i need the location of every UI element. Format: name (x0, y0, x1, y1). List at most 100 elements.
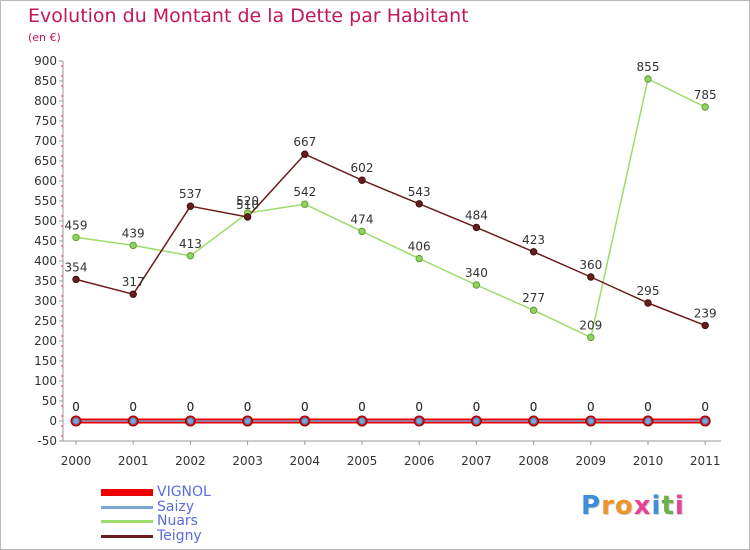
data-point-teigny (415, 200, 423, 208)
data-label-teigny: 360 (579, 258, 602, 272)
series-line-teigny (75, 153, 706, 327)
data-label-saizy: 0 (129, 400, 137, 414)
data-label-teigny: 602 (351, 161, 374, 175)
data-label-teigny: 543 (408, 185, 431, 199)
data-label-nuars: 520 (236, 194, 259, 208)
data-label-saizy: 0 (72, 400, 80, 414)
data-point-nuars (701, 103, 709, 111)
data-label-saizy: 0 (473, 400, 481, 414)
data-point-nuars (358, 227, 366, 236)
legend-item: Saizy (101, 498, 194, 515)
y-tick-label: 900 (34, 54, 57, 68)
series-line-nuars (75, 78, 706, 339)
data-label-saizy: 0 (587, 400, 595, 414)
data-point-teigny (701, 321, 709, 330)
legend-swatch (101, 534, 153, 538)
y-tick-label: -50 (37, 434, 57, 448)
proxiti-logo: Proxiti (581, 491, 685, 521)
data-label-vignol: 0 (415, 400, 423, 414)
logo-letter: o (614, 491, 634, 521)
data-point-teigny (358, 176, 366, 184)
data-label-teigny: 423 (522, 233, 545, 247)
data-point-saizy (644, 417, 652, 425)
data-label-nuars: 785 (694, 88, 717, 102)
y-tick-label: 500 (34, 214, 57, 228)
y-tick-label: 200 (34, 334, 57, 348)
data-label-nuars: 277 (522, 291, 545, 305)
data-point-nuars (415, 254, 423, 263)
data-label-vignol: 0 (358, 400, 366, 414)
x-tick-label: 2001 (118, 454, 149, 468)
data-point-nuars (587, 333, 595, 342)
legend-label: Teigny (157, 527, 202, 544)
legend-item: Teigny (101, 527, 202, 544)
y-tick-label: 700 (34, 134, 57, 148)
data-point-teigny (644, 299, 652, 307)
data-point-saizy (415, 417, 423, 425)
data-point-nuars (72, 233, 80, 242)
data-point-nuars (529, 306, 538, 314)
data-point-saizy (529, 417, 538, 425)
y-tick-label: 100 (34, 374, 57, 388)
data-label-teigny: 317 (122, 275, 145, 289)
data-point-saizy (358, 417, 366, 425)
legend-label: VIGNOL (157, 484, 211, 500)
data-label-nuars: 474 (351, 212, 374, 226)
data-label-vignol: 0 (72, 400, 80, 414)
data-label-teigny: 667 (293, 135, 316, 149)
data-label-saizy: 0 (244, 400, 252, 414)
logo-letter: i (674, 491, 685, 521)
legend-label: Saizy (157, 498, 194, 515)
logo-letter: x (633, 491, 652, 521)
y-tick-label: 750 (34, 114, 57, 128)
data-label-vignol: 0 (301, 400, 309, 414)
x-tick-label: 2006 (404, 454, 435, 468)
data-point-saizy (243, 417, 252, 425)
logo-letter: P (581, 491, 602, 521)
data-label-saizy: 0 (301, 400, 309, 414)
data-label-vignol: 0 (187, 400, 195, 414)
legend-item: Nuars (101, 514, 198, 529)
data-label-nuars: 459 (65, 218, 88, 232)
data-label-teigny: 354 (65, 260, 88, 274)
y-tick-label: 650 (34, 154, 57, 168)
x-tick-label: 2002 (175, 454, 206, 468)
y-tick-label: 150 (34, 354, 57, 368)
y-tick-label: 250 (34, 314, 57, 328)
y-tick-label: 850 (34, 74, 57, 88)
data-point-teigny (72, 275, 80, 284)
data-label-nuars: 209 (579, 318, 602, 332)
y-tick-label: 300 (34, 294, 57, 308)
data-label-nuars: 413 (179, 237, 202, 251)
data-label-nuars: 340 (465, 266, 488, 280)
legend-item: VIGNOL (101, 485, 211, 500)
x-tick-label: 2007 (461, 454, 492, 468)
data-label-teigny: 484 (465, 208, 488, 222)
data-point-nuars (644, 75, 652, 83)
y-tick-label: 400 (34, 254, 57, 268)
data-label-vignol: 0 (644, 400, 652, 414)
y-tick-label: 50 (42, 394, 57, 408)
data-label-nuars: 855 (637, 60, 660, 74)
data-label-nuars: 406 (408, 240, 431, 254)
data-label-vignol: 0 (244, 400, 252, 414)
logo-letter: i (651, 491, 662, 521)
data-label-teigny: 510 (236, 198, 259, 212)
y-tick-label: 800 (34, 94, 57, 108)
data-point-saizy (301, 417, 309, 425)
data-point-teigny (243, 213, 252, 221)
data-label-nuars: 542 (293, 185, 316, 199)
logo-letter: t (661, 491, 675, 521)
y-tick-label: 550 (34, 194, 57, 208)
data-point-saizy (701, 417, 709, 425)
chart-subtitle: (en €) (28, 31, 61, 44)
data-point-saizy (587, 417, 595, 425)
data-label-teigny: 537 (179, 187, 202, 201)
data-label-teigny: 295 (637, 284, 660, 298)
x-tick-label: 2004 (290, 454, 321, 468)
x-tick-label: 2000 (61, 454, 92, 468)
data-label-vignol: 0 (587, 400, 595, 414)
x-tick-label: 2011 (690, 454, 721, 468)
